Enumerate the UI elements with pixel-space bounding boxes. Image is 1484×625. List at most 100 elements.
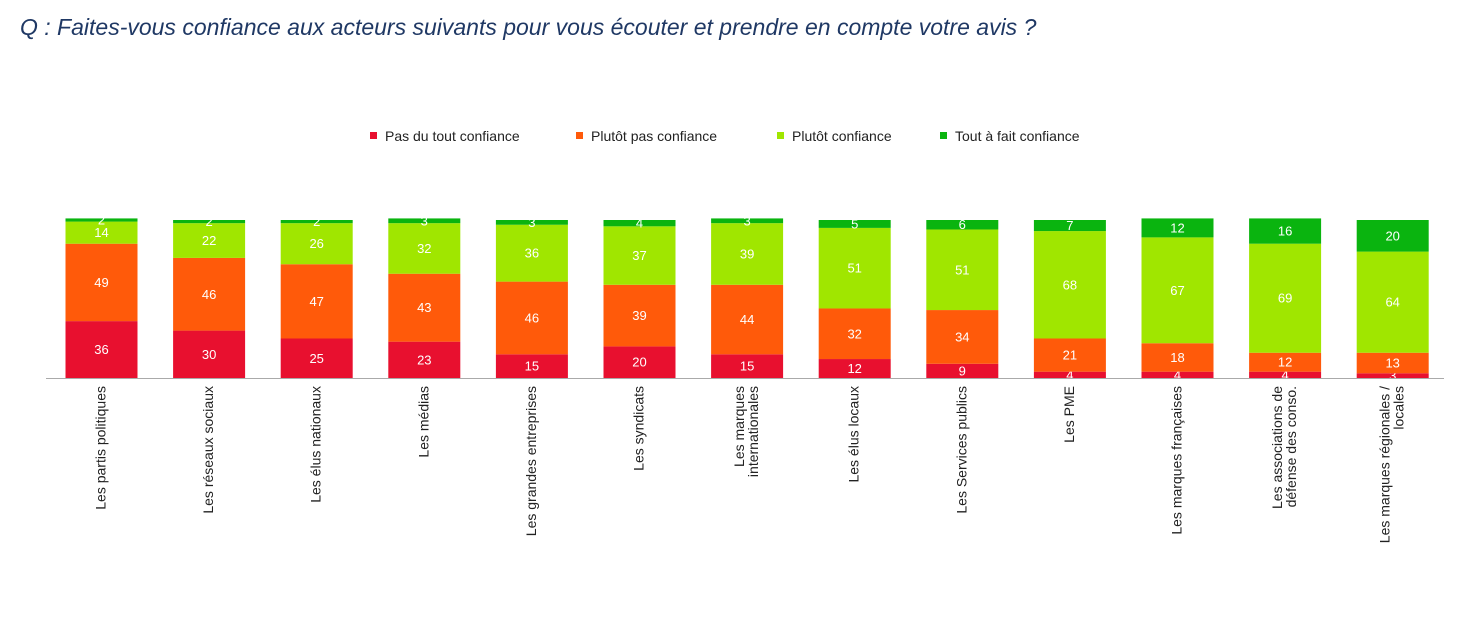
data-label: 51 (955, 262, 969, 277)
data-label: 3 (743, 213, 750, 228)
data-label: 2 (205, 214, 212, 229)
data-label: 32 (417, 241, 431, 256)
bar-segment (1033, 371, 1106, 378)
data-label: 7 (1066, 218, 1073, 233)
bar-segment (1141, 237, 1214, 344)
bar-segment (603, 220, 676, 227)
data-label: 34 (955, 329, 969, 344)
data-label: 47 (309, 294, 323, 309)
data-label: 16 (1278, 224, 1292, 239)
category-label-line: Les marques régionales / (1377, 386, 1393, 543)
bar-segment (388, 223, 461, 274)
bar-segment (603, 346, 676, 378)
data-label: 22 (202, 233, 216, 248)
bar-segment (603, 226, 676, 285)
data-label: 18 (1170, 350, 1184, 365)
bar-segment (280, 220, 353, 224)
data-label: 26 (309, 236, 323, 251)
bar-segment (388, 341, 461, 378)
data-label: 20 (632, 355, 646, 370)
data-label: 6 (959, 217, 966, 232)
data-label: 36 (525, 246, 539, 261)
category-label-line: Les grandes entreprises (523, 386, 539, 536)
data-label: 49 (94, 275, 108, 290)
data-label: 43 (417, 300, 431, 315)
legend-label: Tout à fait confiance (955, 128, 1080, 144)
data-label: 9 (959, 363, 966, 378)
data-label: 3 (1389, 368, 1396, 383)
legend-label: Pas du tout confiance (385, 128, 520, 144)
bar-segment (818, 359, 891, 378)
category-label-line: défense des conso. (1283, 386, 1299, 507)
category-label-line: Les réseaux sociaux (200, 386, 216, 514)
data-label: 25 (309, 351, 323, 366)
bar-segment (173, 330, 246, 378)
data-label: 12 (847, 361, 861, 376)
category-label: Les partis politiques (93, 386, 109, 510)
bar-segment (1141, 371, 1214, 378)
data-label: 69 (1278, 291, 1292, 306)
bar-segment (495, 281, 568, 355)
bar-segment (388, 273, 461, 342)
bar-segment (280, 223, 353, 265)
bar-segment (603, 284, 676, 347)
data-label: 67 (1170, 283, 1184, 298)
bar-segment (280, 338, 353, 378)
data-label: 39 (740, 246, 754, 261)
bar-segment (1141, 343, 1214, 372)
category-label-line: Les élus locaux (846, 386, 862, 483)
category-label: Les grandes entreprises (523, 386, 539, 536)
bar-segment (173, 220, 246, 224)
legend-swatch (940, 132, 947, 139)
category-label: Les marques françaises (1169, 386, 1185, 535)
data-label: 46 (202, 287, 216, 302)
category-label: Les syndicats (631, 386, 647, 471)
bar-segment (1356, 352, 1429, 374)
data-label: 20 (1385, 228, 1399, 243)
data-label: 4 (1174, 367, 1181, 382)
bars: 3649142304622225472622343323154636320393… (65, 213, 1429, 383)
data-label: 2 (313, 214, 320, 229)
data-label: 37 (632, 248, 646, 263)
category-label: Les élus nationaux (308, 386, 324, 503)
bar-segment (926, 229, 999, 311)
category-label-line: Les syndicats (631, 386, 647, 471)
data-label: 2 (98, 213, 105, 228)
bar-segment (65, 321, 138, 378)
bar-segment (1356, 373, 1429, 378)
bar-segment (495, 224, 568, 282)
data-label: 51 (847, 261, 861, 276)
bar-segment (1249, 371, 1322, 378)
category-labels: Les partis politiques Les réseaux sociaux… (93, 386, 1407, 543)
data-label: 3 (528, 215, 535, 230)
data-label: 13 (1385, 355, 1399, 370)
category-label-line: Les PME (1061, 386, 1077, 443)
bar-segment (65, 218, 138, 222)
bar-segment (818, 308, 891, 360)
data-label: 32 (847, 326, 861, 341)
bar-segment (495, 354, 568, 378)
legend-swatch (370, 132, 377, 139)
bar-segment (1249, 218, 1322, 244)
data-label: 15 (740, 359, 754, 374)
data-label: 5 (851, 216, 858, 231)
bar-segment (1033, 338, 1106, 372)
bar-segment (388, 218, 461, 224)
bar-segment (1033, 220, 1106, 232)
data-label: 64 (1385, 295, 1399, 310)
legend: Pas du tout confiance Plutôt pas confianc… (370, 128, 1080, 144)
category-label: Les médias (415, 386, 431, 458)
bar-segment (1356, 251, 1429, 353)
data-label: 4 (1281, 367, 1288, 382)
data-label: 44 (740, 312, 754, 327)
bar-segment (495, 220, 568, 225)
bar-segment (711, 223, 784, 285)
data-label: 3 (421, 213, 428, 228)
category-label: Les marques régionales /locales (1377, 386, 1407, 543)
category-label: Les Services publics (953, 386, 969, 514)
category-label-line: Les médias (415, 386, 431, 458)
data-label: 46 (525, 310, 539, 325)
legend-label: Plutôt pas confiance (591, 128, 717, 144)
category-label-line: Les associations de (1269, 386, 1285, 509)
